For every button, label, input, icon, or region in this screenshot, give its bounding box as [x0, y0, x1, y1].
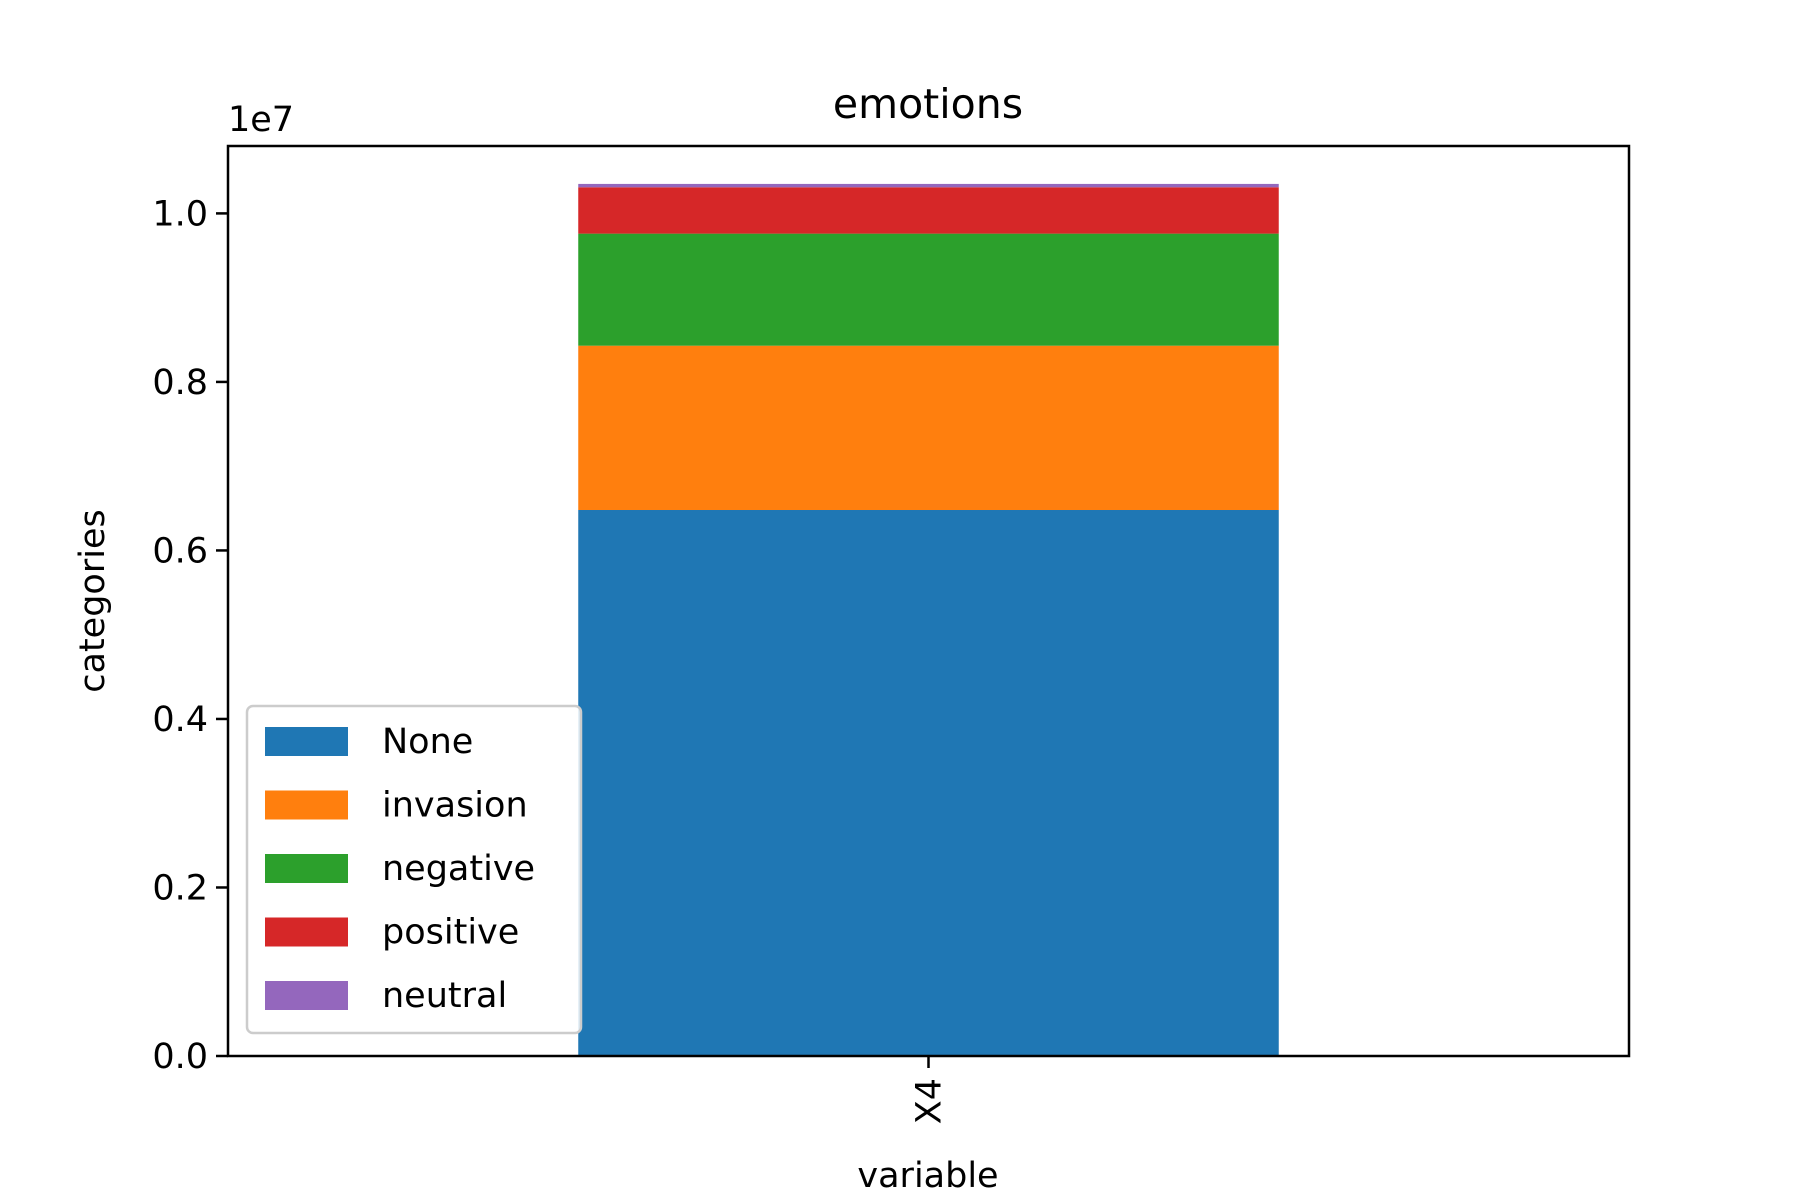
y-offset-label: 1e7: [228, 100, 294, 140]
y-tick-label: 0.4: [152, 700, 208, 740]
bars-layer: [578, 183, 1279, 1056]
legend: None invasion negative positive neutral: [245, 704, 583, 1035]
y-tick-label: 0.6: [152, 531, 208, 571]
y-axis-label: categories: [73, 509, 113, 692]
bar-segment-negative: [578, 233, 1279, 346]
legend-box: [245, 704, 583, 1035]
y-tick-label: 0.8: [152, 363, 208, 403]
legend-label-neutral: neutral: [382, 976, 507, 1016]
bar-segment-none: [578, 510, 1279, 1056]
legend-label-positive: positive: [382, 913, 519, 953]
legend-label-invasion: invasion: [382, 786, 528, 826]
legend-label-none: None: [382, 722, 473, 762]
plot-frame: [226, 144, 1631, 1058]
x-axis-label: variable: [857, 1156, 998, 1196]
legend-swatch-neutral: [265, 981, 348, 1010]
y-tick-label: 1.0: [152, 194, 208, 234]
x-tick-label: X4: [910, 1078, 950, 1124]
bar-segment-positive: [578, 187, 1279, 234]
chart-title: emotions: [833, 80, 1023, 128]
legend-label-negative: negative: [382, 849, 535, 889]
legend-swatch-negative: [265, 854, 348, 883]
x-axis-ticks: X4: [910, 1056, 950, 1124]
y-tick-label: 0.2: [152, 868, 208, 908]
legend-swatch-none: [265, 727, 348, 756]
bar-segment-invasion: [578, 345, 1279, 510]
legend-swatch-invasion: [265, 790, 348, 820]
y-tick-label: 0.0: [152, 1037, 208, 1077]
legend-swatch-positive: [265, 917, 348, 947]
y-axis-ticks: 0.0 0.2 0.4 0.6 0.8 1.0: [152, 194, 228, 1077]
bar-segment-neutral: [578, 183, 1279, 188]
